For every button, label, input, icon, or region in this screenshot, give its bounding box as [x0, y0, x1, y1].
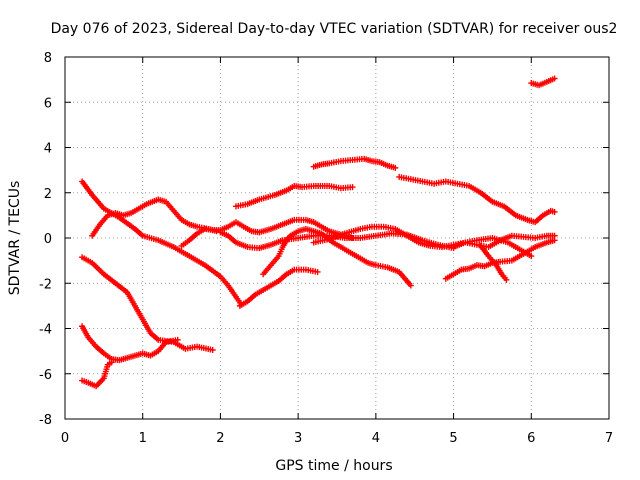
series-arc-10: [236, 266, 321, 309]
y-tick-label: -8: [39, 413, 52, 428]
data-point: [503, 276, 510, 283]
y-tick-label: 8: [44, 51, 52, 66]
x-axis-label: GPS time / hours: [275, 458, 392, 474]
data-point: [174, 336, 181, 343]
x-tick-label: 7: [605, 431, 613, 446]
data-point: [551, 75, 558, 82]
axis-ticks: 0 1 2 3 4 5 6 7 -8 -6 -4 -2 0 2 4 6 8: [39, 51, 613, 446]
data-point: [392, 164, 399, 171]
series-arc-11: [310, 155, 399, 171]
x-tick-label: 5: [449, 431, 457, 446]
data-point: [551, 232, 558, 239]
data-point: [528, 253, 535, 260]
data-point: [407, 282, 414, 289]
data-marks: [79, 75, 558, 390]
series-arc-4: [79, 359, 115, 390]
y-tick-label: -4: [39, 323, 52, 338]
series-arc-13: [396, 173, 558, 226]
x-tick-label: 6: [527, 431, 535, 446]
x-tick-label: 1: [139, 431, 147, 446]
series-arc-12: [310, 223, 535, 260]
series-arc-1: [79, 178, 245, 308]
y-tick-label: 6: [44, 96, 52, 111]
series-arc-17: [528, 75, 558, 89]
x-tick-label: 3: [294, 431, 302, 446]
series-arc-5: [89, 196, 220, 239]
x-tick-label: 0: [61, 431, 69, 446]
data-point: [108, 359, 115, 366]
series-arc-7: [232, 182, 356, 210]
y-tick-label: 4: [44, 142, 52, 157]
series-arc-3: [79, 323, 181, 364]
y-tick-label: -2: [39, 277, 52, 292]
x-tick-label: 2: [216, 431, 224, 446]
y-axis-label: SDTVAR / TECUs: [7, 181, 23, 296]
series-arc-9: [260, 225, 414, 289]
series-arc-16: [477, 242, 510, 283]
series-arc-2: [79, 254, 216, 353]
y-tick-label: 2: [44, 187, 52, 202]
x-tick-label: 4: [372, 431, 380, 446]
y-tick-label: -6: [39, 368, 52, 383]
chart-title: Day 076 of 2023, Sidereal Day-to-day VTE…: [51, 21, 618, 37]
data-point: [314, 268, 321, 275]
data-point: [349, 184, 356, 191]
y-tick-label: 0: [44, 232, 52, 247]
series-arc-15: [450, 232, 558, 251]
data-point: [209, 346, 216, 353]
data-point: [551, 208, 558, 215]
